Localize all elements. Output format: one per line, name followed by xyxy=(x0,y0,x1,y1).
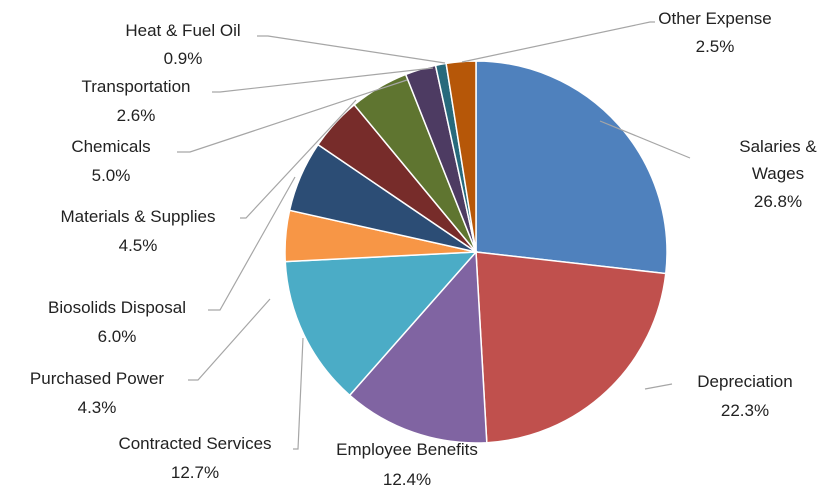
data-label-category: Depreciation xyxy=(697,372,792,391)
data-label-depreciation: Depreciation 22.3% xyxy=(697,372,792,420)
leader-line-heat-and-fuel-oil xyxy=(257,36,445,63)
data-label-purchased-power: Purchased Power 4.3% xyxy=(30,369,165,417)
data-label-percent: 2.6% xyxy=(117,106,156,125)
slice-salaries-and-wages xyxy=(476,61,667,274)
data-label-employee-benefits: Employee Benefits 12.4% xyxy=(336,440,478,489)
data-label-category: Transportation xyxy=(82,77,191,96)
data-label-other-expense: Other Expense 2.5% xyxy=(658,9,771,56)
data-label-percent: 4.5% xyxy=(119,236,158,255)
data-label-transportation: Transportation 2.6% xyxy=(82,77,191,125)
data-label-percent: 2.5% xyxy=(696,37,735,56)
pie-slices xyxy=(285,61,667,443)
data-label-category: Materials & Supplies xyxy=(61,207,216,226)
data-label-contracted-services: Contracted Services 12.7% xyxy=(118,434,271,482)
leader-line-purchased-power xyxy=(188,299,270,380)
data-label-category: Salaries & xyxy=(739,137,817,156)
leader-line-biosolids-disposal xyxy=(208,177,295,310)
data-label-percent: 12.7% xyxy=(171,463,219,482)
slice-depreciation xyxy=(476,252,666,443)
leader-line-contracted-services xyxy=(293,338,303,449)
data-label-percent: 22.3% xyxy=(721,401,769,420)
data-label-percent: 0.9% xyxy=(164,49,203,68)
data-label-percent: 5.0% xyxy=(92,166,131,185)
data-label-heat-and-fuel-oil: Heat & Fuel Oil 0.9% xyxy=(125,21,240,68)
data-label-salaries-and-wages: Salaries & Wages 26.8% xyxy=(739,137,817,211)
leader-line-other-expense xyxy=(462,22,655,62)
data-label-category: Employee Benefits xyxy=(336,440,478,459)
data-label-category: Chemicals xyxy=(71,137,150,156)
leader-line-depreciation xyxy=(645,384,672,389)
data-label-biosolids-disposal: Biosolids Disposal 6.0% xyxy=(48,298,186,346)
data-label-chemicals: Chemicals 5.0% xyxy=(71,137,150,185)
data-label-category: Biosolids Disposal xyxy=(48,298,186,317)
data-label-category: Contracted Services xyxy=(118,434,271,453)
data-label-materials-and-supplies: Materials & Supplies 4.5% xyxy=(61,207,216,255)
data-label-category: Heat & Fuel Oil xyxy=(125,21,240,40)
data-label-percent: 12.4% xyxy=(383,470,431,489)
data-label-percent: 6.0% xyxy=(98,327,137,346)
data-label-percent: 4.3% xyxy=(78,398,117,417)
data-label-category: Purchased Power xyxy=(30,369,165,388)
data-label-percent: 26.8% xyxy=(754,192,802,211)
data-label-category: Wages xyxy=(752,164,804,183)
data-label-category: Other Expense xyxy=(658,9,771,28)
